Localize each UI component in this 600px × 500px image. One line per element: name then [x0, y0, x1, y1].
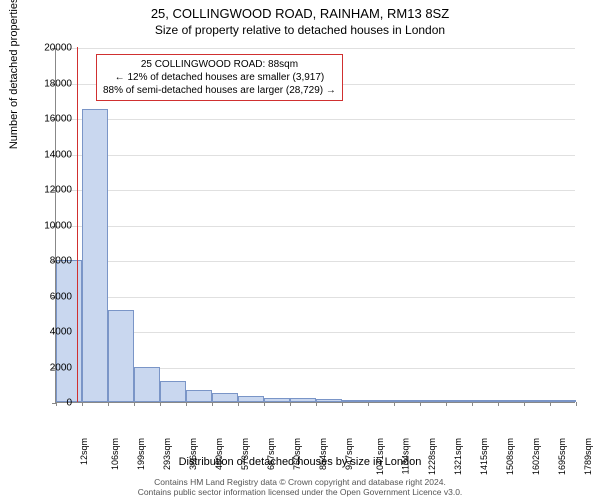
y-tick-label: 12000 — [27, 185, 72, 196]
histogram-bar — [420, 400, 446, 402]
histogram-bar — [368, 400, 394, 402]
y-tick-label: 2000 — [27, 362, 72, 373]
annotation-line: 88% of semi-detached houses are larger (… — [103, 84, 336, 97]
grid-line — [56, 261, 575, 262]
histogram-bar — [472, 400, 498, 402]
annotation-box: 25 COLLINGWOOD ROAD: 88sqm← 12% of detac… — [96, 54, 343, 101]
histogram-bar — [342, 400, 368, 402]
grid-line — [56, 48, 575, 49]
y-tick-label: 18000 — [27, 78, 72, 89]
x-tick-label: 1321sqm — [453, 438, 463, 475]
x-tick-label: 760sqm — [292, 438, 302, 470]
x-tick-label: 1228sqm — [427, 438, 437, 475]
grid-line — [56, 155, 575, 156]
x-tick-label: 1508sqm — [505, 438, 515, 475]
x-tick-label: 1134sqm — [400, 438, 410, 474]
y-tick-label: 16000 — [27, 114, 72, 125]
histogram-bar — [446, 400, 472, 402]
x-tick-label: 293sqm — [162, 438, 172, 470]
histogram-bar — [160, 381, 186, 402]
footer-line1: Contains HM Land Registry data © Crown c… — [0, 477, 600, 487]
histogram-bar — [524, 400, 550, 402]
histogram-bar — [238, 396, 264, 402]
histogram-bar — [82, 109, 108, 402]
histogram-bar — [186, 390, 212, 402]
chart-container: 25, COLLINGWOOD ROAD, RAINHAM, RM13 8SZ … — [0, 0, 600, 500]
chart-title: 25, COLLINGWOOD ROAD, RAINHAM, RM13 8SZ — [0, 0, 600, 21]
grid-line — [56, 226, 575, 227]
y-tick-label: 6000 — [27, 291, 72, 302]
histogram-bar — [316, 399, 342, 402]
histogram-bar — [550, 400, 576, 402]
x-tick-label: 1041sqm — [375, 438, 385, 475]
y-tick-label: 20000 — [27, 43, 72, 54]
grid-line — [56, 297, 575, 298]
histogram-bar — [264, 398, 290, 402]
marker-line — [77, 47, 78, 402]
footer-text: Contains HM Land Registry data © Crown c… — [0, 477, 600, 497]
histogram-bar — [108, 310, 134, 402]
x-tick-label: 106sqm — [110, 438, 120, 470]
footer-line2: Contains public sector information licen… — [0, 487, 600, 497]
annotation-line: ← 12% of detached houses are smaller (3,… — [103, 71, 336, 84]
x-tick-label: 1789sqm — [583, 438, 593, 475]
x-tick-label: 947sqm — [344, 438, 354, 470]
histogram-bar — [394, 400, 420, 402]
x-tick-label: 199sqm — [136, 438, 146, 470]
x-tick-label: 480sqm — [214, 438, 224, 470]
y-tick-label: 8000 — [27, 256, 72, 267]
y-tick-label: 10000 — [27, 220, 72, 231]
x-tick-label: 667sqm — [266, 438, 276, 470]
histogram-bar — [134, 367, 160, 403]
chart-subtitle: Size of property relative to detached ho… — [0, 21, 600, 37]
y-tick-label: 0 — [27, 398, 72, 409]
plot-area: 25 COLLINGWOOD ROAD: 88sqm← 12% of detac… — [55, 48, 575, 403]
y-axis-label: Number of detached properties — [8, 0, 20, 149]
x-tick-label: 854sqm — [318, 438, 328, 470]
grid-line — [56, 119, 575, 120]
x-tick-label: 573sqm — [240, 438, 250, 470]
y-tick-label: 14000 — [27, 149, 72, 160]
x-tick-label: 1415sqm — [479, 438, 489, 475]
histogram-bar — [290, 398, 316, 402]
x-tick-label: 386sqm — [188, 438, 198, 470]
histogram-bar — [212, 393, 238, 402]
x-tick-label: 1695sqm — [557, 438, 567, 475]
y-tick-label: 4000 — [27, 327, 72, 338]
x-tick-label: 1602sqm — [531, 438, 541, 475]
histogram-bar — [498, 400, 524, 402]
x-tick-label: 12sqm — [79, 438, 89, 465]
annotation-line: 25 COLLINGWOOD ROAD: 88sqm — [103, 58, 336, 71]
grid-line — [56, 190, 575, 191]
